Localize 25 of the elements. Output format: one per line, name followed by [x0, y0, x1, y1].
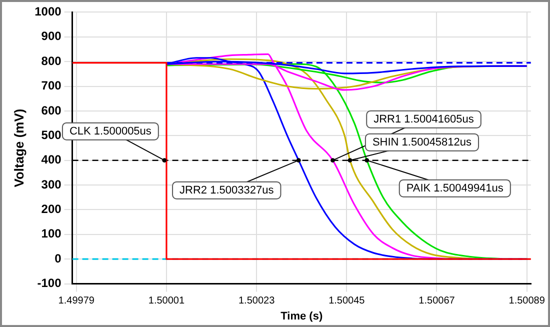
x-tick-label: 1.49979 [58, 296, 95, 307]
annotation: PAIK 1.50049941us [406, 182, 504, 194]
x-tick-label: 1.50089 [508, 296, 546, 307]
x-tick-label: 1.50023 [238, 296, 276, 307]
x-tick-label: 1.50045 [328, 296, 366, 307]
y-axis-title: Voltage (mV) [11, 108, 26, 188]
y-tick-label: 300 [41, 177, 62, 192]
y-tick-label: 100 [41, 226, 62, 241]
x-tick-label: 1.50001 [148, 296, 185, 307]
y-tick-label: 200 [41, 202, 62, 216]
y-tick-label: 600 [41, 103, 62, 118]
y-tick-label: 1000 [34, 4, 62, 19]
y-tick-label: 700 [41, 78, 62, 93]
y-tick-label: 400 [41, 152, 62, 167]
annotation: JRR1 1.50041605us [374, 113, 474, 126]
x-tick-label: 1.50067 [418, 296, 456, 307]
x-axis-title: Time (s) [280, 310, 323, 322]
annotation: SHIN 1.50045812us [372, 136, 472, 148]
y-tick-label: 800 [41, 54, 62, 68]
annotation: CLK 1.500005us [69, 125, 152, 138]
y-tick-label: 500 [41, 128, 62, 142]
annotation: JRR2 1.5003327us [180, 184, 274, 196]
y-tick-label: 900 [41, 29, 62, 44]
y-tick-label: -100 [37, 276, 62, 290]
y-tick-label: 0 [54, 251, 62, 266]
